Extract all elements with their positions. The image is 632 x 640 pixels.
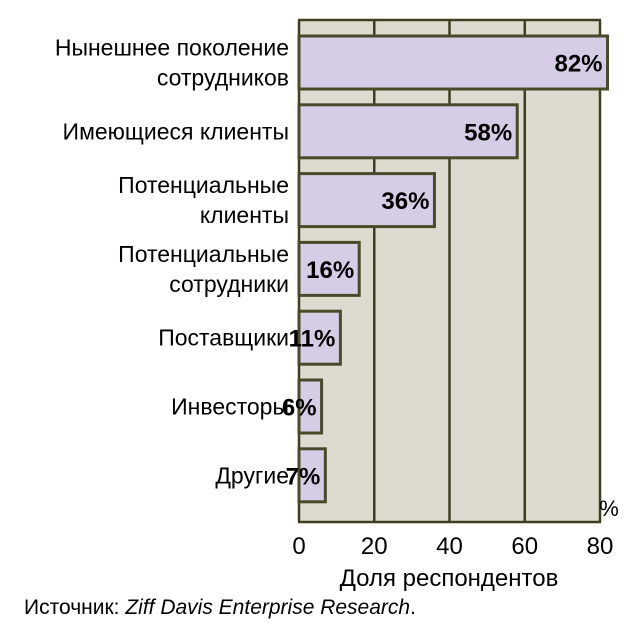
x-axis-title: Доля респондентов xyxy=(340,565,559,592)
category-label-4-0: Поставщики xyxy=(158,325,289,351)
category-label-1-0: Имеющиеся клиенты xyxy=(63,118,289,144)
data-label-1: 58% xyxy=(464,119,512,146)
bar-1 xyxy=(297,103,519,160)
category-label-2-1: клиенты xyxy=(200,202,289,228)
category-label-2-0: Потенциальные xyxy=(118,172,289,198)
category-label-6-0: Другие xyxy=(215,462,289,488)
data-label-4: 11% xyxy=(289,326,336,353)
bar-2 xyxy=(297,172,436,229)
bar-3 xyxy=(297,240,361,297)
bar-6 xyxy=(297,447,327,504)
data-label-0: 82% xyxy=(554,51,602,78)
data-label-3: 16% xyxy=(306,257,354,284)
source-name: Ziff Davis Enterprise Research xyxy=(125,596,411,619)
category-label-0-0: Нынешнее поколение xyxy=(55,35,289,61)
x-tick-label-0: 0 xyxy=(292,533,305,560)
category-label-5-0: Инвесторы xyxy=(171,394,289,420)
category-labels: Нынешнее поколение сотрудников Имеющиеся к… xyxy=(55,35,289,489)
source-prefix: Источник: xyxy=(24,596,126,619)
data-label-6: 7% xyxy=(286,463,321,490)
x-tick-label-3: 60 xyxy=(511,533,538,560)
category-label-3-1: сотрудники xyxy=(169,271,289,297)
data-label-5: 6% xyxy=(282,395,317,422)
x-tick-label-4: 80 xyxy=(587,533,614,560)
category-label-3-0: Потенциальные xyxy=(118,241,289,267)
x-axis-unit: % xyxy=(599,496,619,521)
x-tick-label-1: 20 xyxy=(361,533,388,560)
x-tick-label-2: 40 xyxy=(436,533,463,560)
source-suffix: . xyxy=(410,596,416,619)
data-label-2: 36% xyxy=(381,188,429,215)
x-axis-ticks: 0 20 40 60 80 xyxy=(292,533,613,560)
category-label-0-1: сотрудников xyxy=(157,65,289,91)
bars xyxy=(297,34,610,504)
bar-0 xyxy=(297,34,610,91)
bar-4 xyxy=(297,309,342,366)
source-note: Источник: Ziff Davis Enterprise Research… xyxy=(24,596,416,620)
bar-5 xyxy=(297,378,324,435)
value-labels: 82% 58% 36% 16% 11% 6% 7% xyxy=(282,51,603,491)
